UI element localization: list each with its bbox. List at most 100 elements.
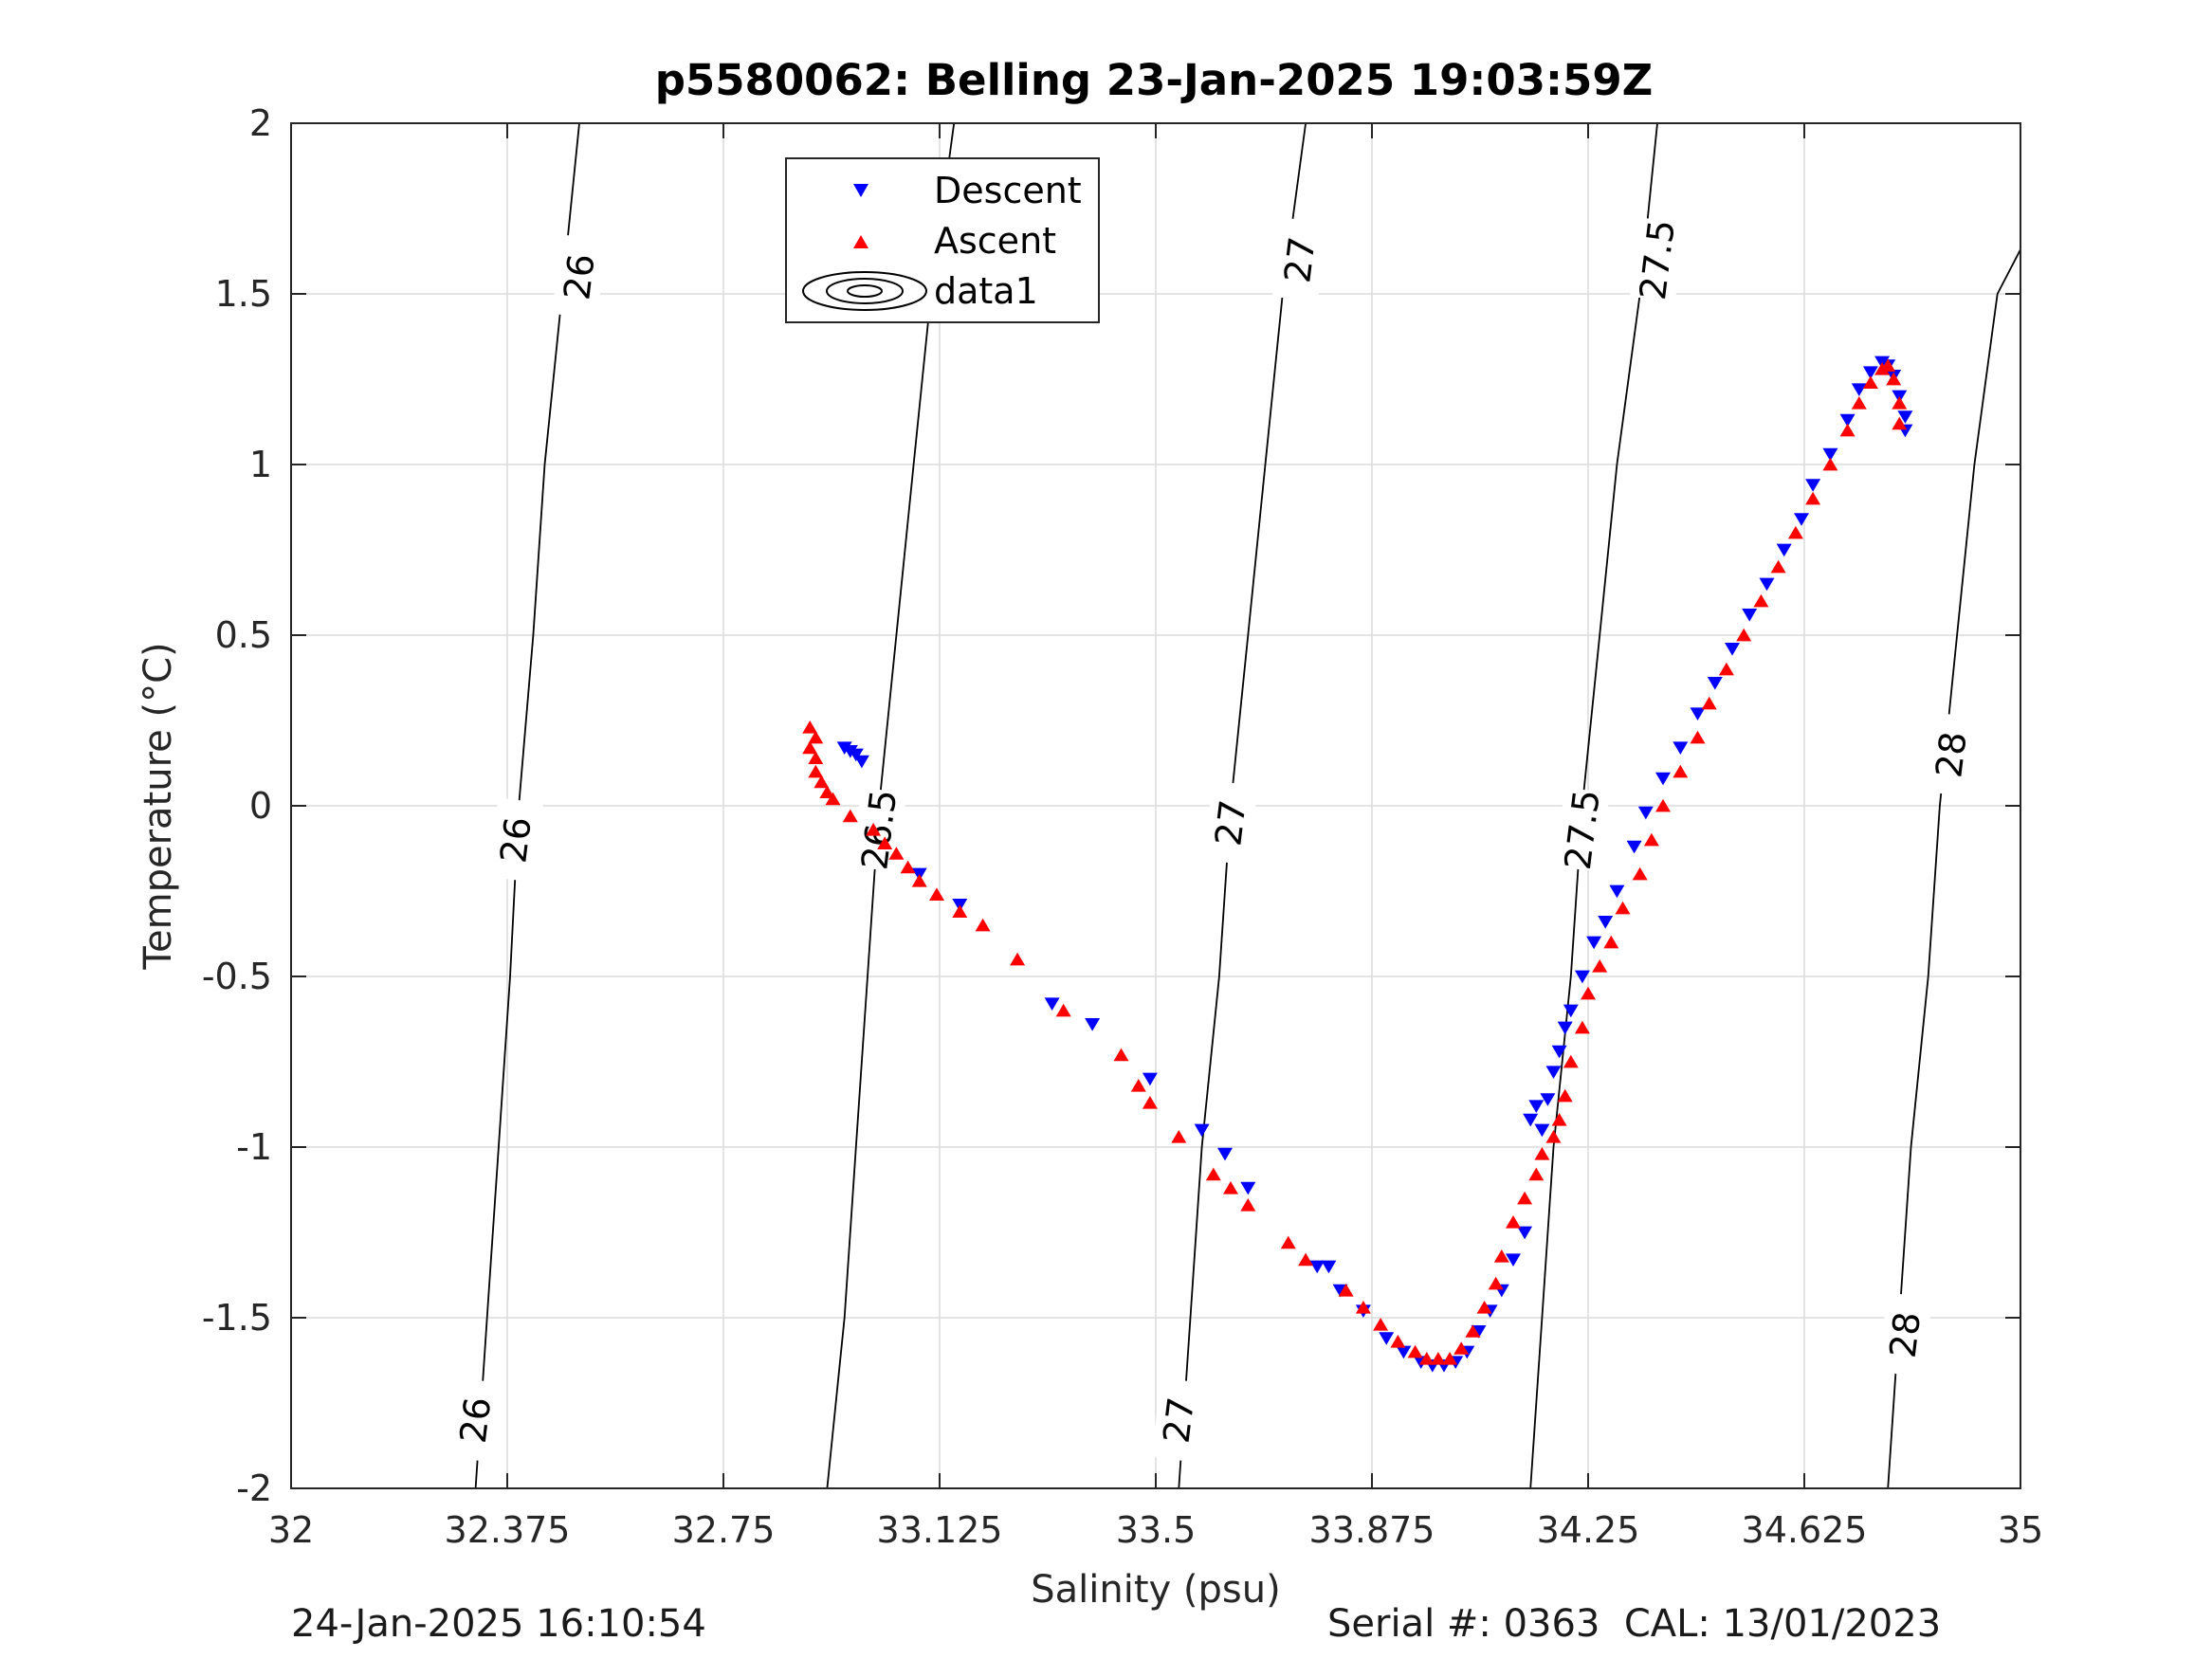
data-point-descent (1794, 513, 1809, 526)
data-point-ascent (1862, 375, 1878, 389)
data-point-descent (1626, 840, 1642, 854)
legend-label-ascent: Ascent (934, 220, 1056, 262)
data-point-ascent (1488, 1276, 1504, 1290)
data-point-ascent (975, 918, 991, 932)
data-point-ascent (814, 775, 830, 789)
legend-box (785, 157, 1100, 323)
data-point-descent (1557, 1021, 1573, 1035)
contour-label: 28 (1924, 712, 1979, 797)
data-point-ascent (1240, 1198, 1256, 1212)
footer-serial-cal: Serial #: 0363 CAL: 13/01/2023 (1327, 1602, 1942, 1646)
contour-label-bg (1554, 787, 1610, 872)
data-point-ascent (1517, 1191, 1533, 1205)
data-point-descent (1776, 543, 1792, 557)
contour-label-text: 28 (1928, 729, 1975, 779)
legend-contour-icon-middle (826, 278, 904, 304)
contour-label-text: 27 (1207, 797, 1254, 848)
data-point-descent (1085, 1018, 1101, 1031)
data-point-ascent (1506, 1215, 1521, 1229)
data-point-ascent (1355, 1301, 1371, 1314)
data-point-descent (1142, 1072, 1158, 1086)
data-point-ascent (1142, 1096, 1158, 1109)
data-point-descent (1240, 1181, 1256, 1195)
contour-line (1887, 248, 2021, 1489)
data-point-ascent (1338, 1284, 1354, 1297)
data-point-descent (1309, 1260, 1325, 1274)
data-point-ascent (1701, 696, 1717, 710)
contour-label: 26 (552, 234, 607, 319)
x-tick-label: 33.875 (1309, 1509, 1435, 1551)
contour-label-text: 28 (1882, 1309, 1929, 1359)
legend-contour-icon-outer (802, 271, 927, 311)
data-point-ascent (900, 860, 916, 874)
y-tick-label: 0 (249, 785, 272, 827)
data-point-ascent (1407, 1344, 1423, 1358)
data-point-ascent (1880, 358, 1896, 372)
contour-label: 27.5 (1554, 787, 1610, 872)
data-point-ascent (1390, 1335, 1406, 1348)
data-point-ascent (1615, 901, 1631, 915)
data-point-descent (1534, 1123, 1550, 1138)
data-point-descent (1574, 970, 1590, 984)
data-point-ascent (1418, 1352, 1435, 1365)
contour-label-text: 27 (1156, 1395, 1203, 1445)
y-tick-label: 2 (249, 102, 272, 144)
data-point-ascent (1690, 730, 1706, 744)
data-point-descent (1545, 1066, 1562, 1079)
data-point-ascent (1171, 1130, 1187, 1143)
contour-label-text: 27.5 (1632, 217, 1683, 301)
contour-label-bg (1272, 217, 1327, 302)
x-tick-label: 33.125 (877, 1509, 1003, 1551)
contour-label-bg (1203, 780, 1258, 866)
data-point-ascent (1563, 1054, 1579, 1068)
data-point-ascent (1581, 986, 1596, 1000)
data-point-descent (1839, 413, 1856, 428)
data-point-descent (1862, 366, 1878, 379)
x-tick-label: 33.5 (1116, 1509, 1197, 1551)
data-point-ascent (1010, 952, 1026, 966)
data-point-ascent (1534, 1147, 1550, 1160)
data-point-descent (1506, 1253, 1521, 1267)
contour-label-text: 27 (1276, 234, 1324, 284)
footer-timestamp: 24-Jan-2025 16:10:54 (291, 1602, 706, 1646)
data-point-ascent (911, 874, 927, 887)
data-point-descent (1517, 1226, 1533, 1240)
data-point-ascent (1493, 1249, 1509, 1263)
data-point-ascent (842, 809, 858, 823)
y-tick-label: -0.5 (202, 956, 272, 997)
data-point-ascent (1130, 1079, 1146, 1092)
contour-label: 26.5 (851, 788, 907, 872)
data-point-ascent (929, 887, 944, 901)
contour-label: 28 (1877, 1292, 1933, 1377)
contour-label-bg (1151, 1377, 1207, 1463)
data-point-ascent (877, 836, 893, 849)
data-point-descent (1725, 643, 1740, 656)
legend-marker-ascent (853, 235, 868, 248)
series-ascent (802, 358, 1908, 1365)
legend-label-descent: Descent (934, 170, 1082, 211)
data-point-ascent (1574, 1020, 1590, 1034)
data-point-ascent (1643, 832, 1659, 847)
x-tick-label: 32 (268, 1509, 314, 1551)
data-point-ascent (888, 847, 905, 860)
data-point-ascent (802, 740, 818, 755)
data-point-ascent (1557, 1088, 1573, 1103)
contour-label-bg (1924, 712, 1979, 797)
data-point-descent (1217, 1147, 1233, 1161)
legend-marker-descent (853, 184, 868, 197)
contour-label-bg (488, 797, 544, 883)
data-point-ascent (1851, 396, 1867, 410)
x-tick-label: 34.625 (1742, 1509, 1868, 1551)
data-point-descent (1551, 1045, 1567, 1059)
y-tick-label: 1.5 (215, 273, 272, 315)
data-point-ascent (1736, 628, 1752, 642)
data-point-ascent (1298, 1252, 1314, 1267)
data-point-ascent (1655, 798, 1671, 812)
x-axis-label: Salinity (psu) (1031, 1568, 1280, 1612)
data-point-ascent (1430, 1352, 1446, 1365)
y-tick-label: -1.5 (202, 1297, 272, 1339)
data-point-descent (1563, 1004, 1579, 1018)
data-point-descent (1759, 577, 1775, 592)
data-point-descent (1523, 1113, 1539, 1127)
